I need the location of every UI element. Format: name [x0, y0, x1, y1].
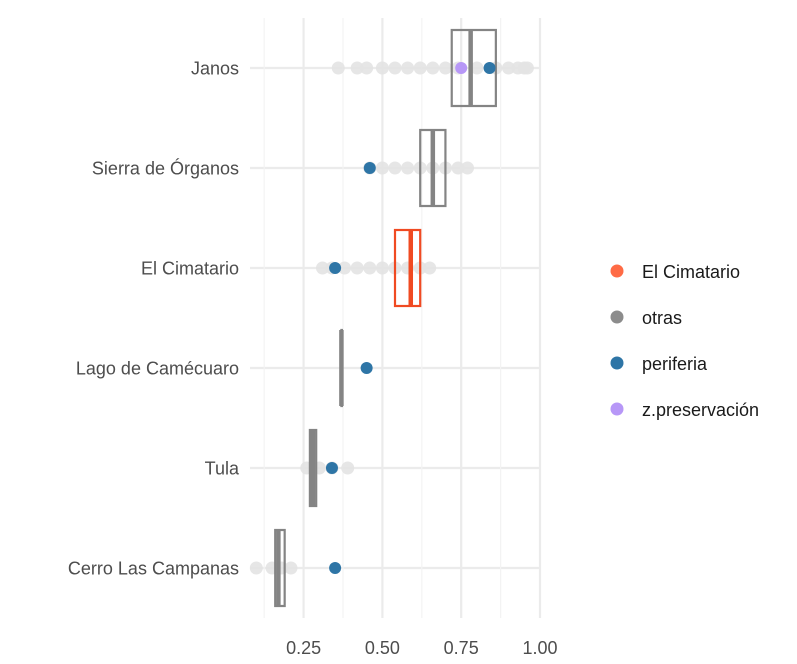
legend-key — [610, 402, 624, 416]
background-point — [438, 61, 452, 75]
background-point — [375, 261, 389, 275]
background-point — [423, 261, 437, 275]
background-point — [388, 161, 402, 175]
x-tick-label: 0.75 — [444, 638, 479, 658]
background-point — [375, 161, 389, 175]
background-point — [360, 61, 374, 75]
y-tick-label: Sierra de Órganos — [92, 158, 239, 179]
legend-key — [610, 310, 624, 324]
background-point — [363, 261, 377, 275]
background-point — [401, 61, 415, 75]
background-point — [284, 561, 298, 575]
y-tick-label: Cerro Las Campanas — [68, 559, 239, 579]
background-point — [350, 261, 364, 275]
background-point — [520, 61, 534, 75]
y-tick-label: Janos — [191, 59, 239, 79]
background-point — [413, 61, 427, 75]
background-point — [331, 61, 345, 75]
background-point — [249, 561, 263, 575]
legend-key — [610, 264, 624, 278]
point-periferia — [329, 262, 342, 274]
background-points — [249, 61, 534, 575]
background-point — [341, 461, 355, 475]
legend-label: El Cimatario — [642, 262, 740, 282]
background-point — [350, 61, 364, 75]
y-axis-labels: Janos Sierra de Órganos El Cimatario Lago d… — [68, 59, 240, 579]
background-point — [470, 61, 484, 75]
point-periferia — [360, 362, 373, 374]
point-periferia — [483, 62, 496, 74]
background-point — [388, 61, 402, 75]
highlight-points — [325, 62, 496, 574]
background-point — [461, 161, 474, 175]
legend-key — [610, 356, 624, 370]
legend: El Cimatario otras periferia z.preservación — [610, 262, 759, 420]
background-point — [501, 61, 515, 75]
background-point — [451, 161, 465, 175]
x-tick-label: 0.25 — [286, 638, 321, 658]
point-periferia — [329, 562, 342, 574]
background-point — [338, 261, 352, 275]
boxplots — [274, 28, 497, 608]
point-zpreservacin — [455, 62, 468, 74]
background-point — [426, 61, 440, 75]
y-tick-label: El Cimatario — [141, 259, 239, 279]
point-periferia — [363, 162, 376, 174]
legend-label: periferia — [642, 354, 708, 374]
y-tick-label: Lago de Camécuaro — [76, 359, 239, 379]
point-periferia — [325, 462, 338, 474]
x-tick-label: 0.50 — [365, 638, 400, 658]
background-point — [375, 61, 389, 75]
x-axis-labels: 0.25 0.50 0.75 1.00 — [286, 638, 557, 658]
box — [393, 228, 422, 308]
background-point — [401, 161, 415, 175]
legend-label: otras — [642, 308, 682, 328]
x-tick-label: 1.00 — [522, 638, 557, 658]
y-tick-label: Tula — [205, 459, 240, 479]
box — [450, 28, 497, 108]
legend-label: z.preservación — [642, 400, 759, 420]
background-point — [316, 261, 329, 275]
grid-lines — [250, 18, 542, 618]
